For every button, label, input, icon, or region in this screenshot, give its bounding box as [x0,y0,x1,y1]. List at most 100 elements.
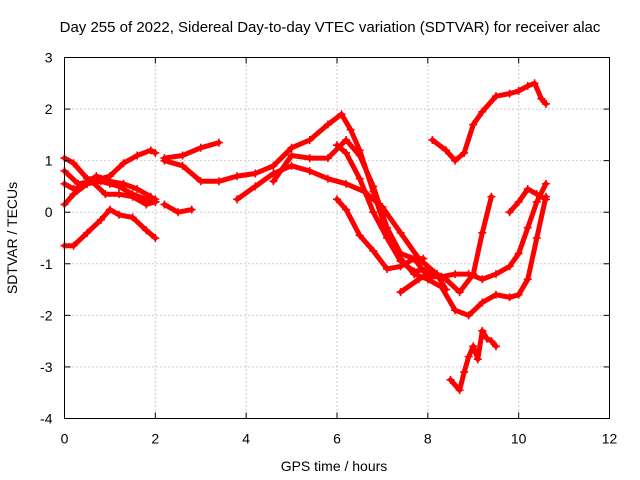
data-point-marker [196,143,205,152]
data-series [160,138,223,163]
data-point-marker [337,110,346,119]
data-point-marker [323,120,332,129]
x-tick-label: 2 [151,431,159,447]
data-point-marker [530,79,539,88]
data-point-marker [442,285,450,294]
x-axis-label: GPS time / hours [281,458,388,474]
y-tick-label: 0 [45,204,53,220]
data-point-marker [469,342,478,351]
data-point-marker [523,81,532,90]
data-point-marker [269,177,278,186]
data-series [60,146,160,183]
data-series [160,200,196,217]
data-point-marker [382,234,391,242]
data-point-marker [532,190,541,199]
data-point-marker [342,148,351,157]
data-point-marker [251,182,260,191]
y-tick-label: -2 [40,307,53,323]
data-point-marker [251,169,260,178]
data-point-marker [355,174,364,183]
data-point-marker [523,185,532,194]
data-point-marker [305,136,314,145]
y-tick-label: 3 [45,50,53,66]
data-point-marker [414,275,423,284]
data-series [60,166,160,209]
data-point-marker [287,143,296,152]
data-point-marker [69,241,78,250]
data-point-marker [178,161,187,170]
data-point-marker [451,306,460,315]
data-series [428,79,550,165]
data-point-marker [428,136,437,145]
data-point-marker [142,200,151,209]
data-point-marker [541,99,550,108]
x-tick-label: 8 [424,431,432,447]
data-series [333,195,428,273]
data-point-marker [369,208,378,217]
data-point-marker [146,192,155,201]
data-point-marker [473,355,482,364]
data-point-marker [115,190,123,199]
data-series-layer [60,79,550,395]
data-point-marker [146,146,155,155]
data-point-marker [446,375,455,384]
data-series [396,192,496,297]
data-point-marker [455,386,464,395]
data-point-marker [69,159,78,168]
data-point-marker [305,166,314,175]
data-point-marker [396,288,405,297]
data-point-marker [287,161,296,170]
data-point-marker [464,352,473,361]
data-point-marker [478,298,487,307]
grid-lines [64,57,610,419]
data-point-marker [523,275,532,284]
data-point-marker [442,275,450,284]
data-point-marker [342,205,351,214]
data-point-marker [305,154,314,163]
data-point-marker [469,120,478,129]
data-point-marker [514,197,523,206]
data-point-marker [478,228,487,237]
y-tick-labels: -4 -3 -2 -1 0 1 2 3 [40,50,53,427]
data-point-marker [514,249,523,258]
data-point-marker [355,151,364,160]
series-trace [398,194,494,295]
data-point-marker [119,179,128,188]
data-point-marker [505,293,514,302]
data-point-marker [187,205,196,214]
data-point-marker [128,213,137,222]
data-point-marker [115,210,123,219]
data-point-marker [541,179,550,188]
data-point-marker [160,156,169,165]
data-series [446,326,500,395]
data-point-marker [83,228,92,237]
data-point-marker [419,254,428,263]
data-point-marker [96,174,105,183]
series-trace [334,196,426,272]
data-point-marker [69,185,78,194]
x-tick-label: 6 [333,431,341,447]
data-point-marker [214,138,223,147]
data-point-marker [96,215,105,224]
data-point-marker [196,177,205,186]
data-point-marker [478,275,487,284]
x-tick-label: 4 [242,431,250,447]
y-tick-label: 2 [45,101,53,117]
data-point-marker [537,94,546,103]
series-trace [62,207,158,249]
x-tick-label: 12 [602,431,618,447]
data-point-marker [333,195,341,204]
data-point-marker [105,172,114,181]
data-point-marker [514,87,523,96]
data-point-marker [464,311,473,320]
data-point-marker [355,231,364,240]
data-point-marker [491,270,500,279]
data-point-marker [333,141,341,150]
y-tick-label: -1 [40,256,53,272]
data-point-marker [469,270,478,279]
data-point-marker [532,197,541,206]
data-point-marker [491,290,500,299]
data-point-marker [105,205,114,214]
data-point-marker [87,177,96,186]
